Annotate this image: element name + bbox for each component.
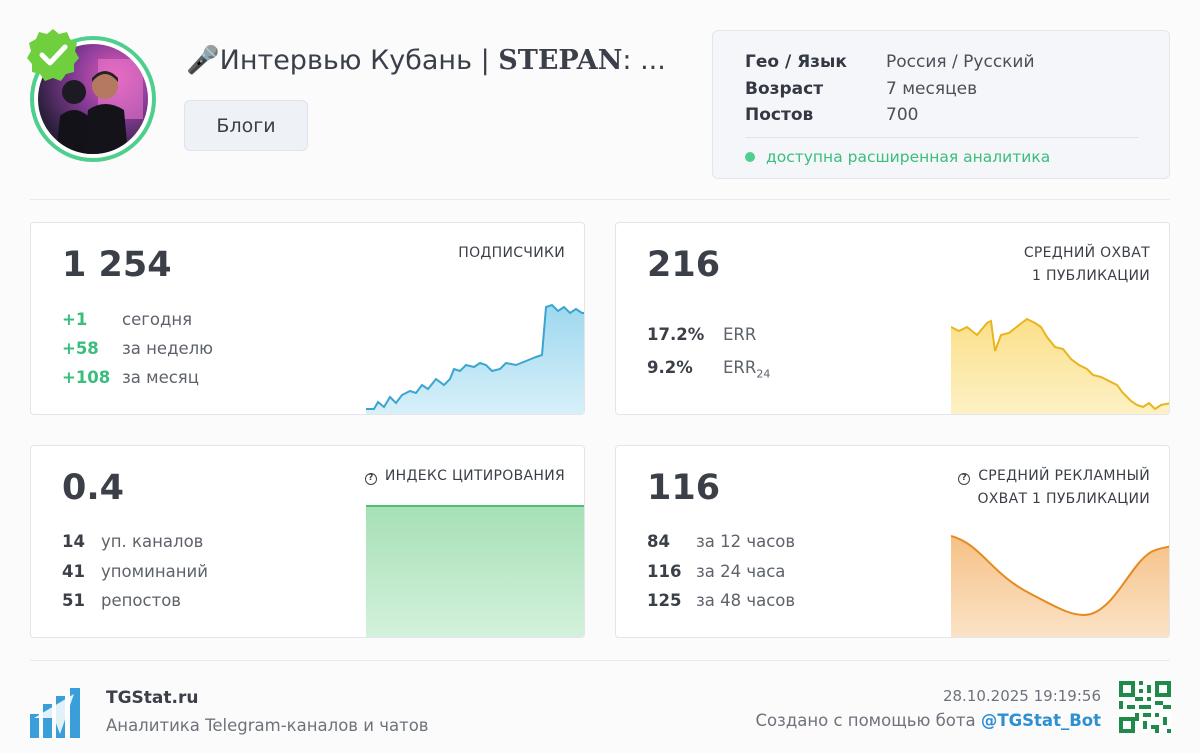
divider xyxy=(30,199,1170,200)
reach-label-line2: 1 ПУБЛИКАЦИИ xyxy=(1032,267,1150,284)
stat-text: за неделю xyxy=(122,339,214,358)
info-row-geo: Гео / Язык Россия / Русский xyxy=(745,49,1139,76)
stat-text: за месяц xyxy=(122,368,199,387)
ad-reach-value: 116 xyxy=(647,468,721,508)
stat-row: 14 уп. каналов xyxy=(62,532,203,551)
tgstat-logo-icon[interactable] xyxy=(30,688,82,738)
stat-text: репостов xyxy=(101,591,182,610)
status-dot-icon xyxy=(745,151,755,162)
citation-label-text: ИНДЕКС ЦИТИРОВАНИЯ xyxy=(384,468,565,484)
ad-reach-label-line2: ОХВАТ 1 ПУБЛИКАЦИИ xyxy=(977,490,1150,507)
reach-sparkline xyxy=(951,317,1169,414)
info-value: 700 xyxy=(886,105,919,125)
info-key: Возраст xyxy=(745,78,824,99)
stat-row: +108 за месяц xyxy=(62,368,199,387)
footer-timestamp: 28.10.2025 19:19:56 xyxy=(942,687,1101,705)
extended-analytics-label: доступна расширенная аналитика xyxy=(766,147,1051,166)
stat-text: за 48 часов xyxy=(696,591,796,610)
info-row-age: Возраст 7 месяцев xyxy=(745,76,1139,103)
category-button[interactable]: Блоги xyxy=(184,100,308,151)
stat-number: 116 xyxy=(647,562,682,581)
subscribers-sparkline xyxy=(366,303,584,414)
info-row-posts: Постов 700 xyxy=(745,102,1139,129)
stat-number: 125 xyxy=(647,591,682,610)
bot-link[interactable]: @TGStat_Bot xyxy=(980,711,1101,730)
footer-brand[interactable]: TGStat.ru xyxy=(106,688,199,708)
citation-sparkline xyxy=(366,505,584,637)
stat-number: +58 xyxy=(62,339,99,358)
citation-value: 0.4 xyxy=(62,468,125,508)
stat-row: 116 за 24 часа xyxy=(647,562,785,581)
info-key: Постов xyxy=(745,105,814,125)
footer-tagline: Аналитика Telegram-каналов и чатов xyxy=(106,716,429,735)
ad-reach-card[interactable]: 116 ? СРЕДНИЙ РЕКЛАМНЫЙ ОХВАТ 1 ПУБЛИКАЦИ… xyxy=(615,445,1170,638)
verified-badge-icon xyxy=(27,29,79,81)
stat-number: 51 xyxy=(62,591,85,610)
ad-reach-label-line1: СРЕДНИЙ РЕКЛАМНЫЙ xyxy=(978,468,1150,484)
qr-code-icon[interactable] xyxy=(1119,681,1171,733)
channel-info-box: Гео / Язык Россия / Русский Возраст 7 ме… xyxy=(712,30,1170,179)
stat-number: 84 xyxy=(647,532,670,551)
subscribers-label: ПОДПИСЧИКИ xyxy=(458,245,565,261)
stat-text: сегодня xyxy=(122,310,193,329)
citation-card[interactable]: 0.4 ? ИНДЕКС ЦИТИРОВАНИЯ 14 уп. каналов 41… xyxy=(30,445,585,638)
stat-text: за 12 часов xyxy=(696,532,796,551)
channel-title-suffix: : ... xyxy=(622,45,666,76)
help-circle-icon[interactable]: ? xyxy=(364,473,377,485)
divider xyxy=(30,660,1170,661)
info-value: Россия / Русский xyxy=(886,52,1035,72)
channel-title[interactable]: 🎤Интервью Кубань | STEPAN: ... xyxy=(186,44,666,76)
err-number: 17.2% xyxy=(647,325,705,344)
channel-title-bold: STEPAN xyxy=(498,45,623,76)
stat-row: 51 репостов xyxy=(62,591,181,610)
ad-reach-label: ? СРЕДНИЙ РЕКЛАМНЫЙ ОХВАТ 1 ПУБЛИКАЦИИ xyxy=(958,465,1150,510)
err24-text: ERR xyxy=(723,358,757,377)
stat-row: 125 за 48 часов xyxy=(647,591,795,610)
reach-card[interactable]: 216 СРЕДНИЙ ОХВАТ 1 ПУБЛИКАЦИИ 17.2% ERR … xyxy=(615,222,1170,415)
stat-row: 84 за 12 часов xyxy=(647,532,795,551)
extended-analytics-note[interactable]: доступна расширенная аналитика xyxy=(745,148,1139,166)
info-value: 7 месяцев xyxy=(886,78,978,99)
subscribers-card[interactable]: 1 254 ПОДПИСЧИКИ +1 сегодня +58 за неделю … xyxy=(30,222,585,415)
ad-reach-sparkline xyxy=(951,535,1169,637)
citation-label: ? ИНДЕКС ЦИТИРОВАНИЯ xyxy=(364,465,565,488)
stat-number: 41 xyxy=(62,562,85,581)
info-key: Гео / Язык xyxy=(745,52,847,72)
err24-row: 9.2% ERR24 xyxy=(647,358,770,380)
stat-text: уп. каналов xyxy=(101,532,204,551)
divider xyxy=(745,136,1139,138)
stat-row: 41 упоминаний xyxy=(62,562,208,581)
stat-text: за 24 часа xyxy=(696,562,786,581)
stat-number: +108 xyxy=(62,368,111,387)
stat-text: упоминаний xyxy=(101,562,208,581)
stat-number: 14 xyxy=(62,532,85,551)
err-row: 17.2% ERR xyxy=(647,325,756,344)
channel-title-prefix: 🎤Интервью Кубань | xyxy=(186,45,499,76)
err-text: ERR xyxy=(723,325,757,344)
reach-label: СРЕДНИЙ ОХВАТ 1 ПУБЛИКАЦИИ xyxy=(1024,242,1150,287)
stat-row: +58 за неделю xyxy=(62,339,213,358)
stat-row: +1 сегодня xyxy=(62,310,192,329)
made-by-text: Создано с помощью бота xyxy=(755,711,981,730)
reach-value: 216 xyxy=(647,245,721,285)
subscribers-value: 1 254 xyxy=(62,245,172,285)
err24-number: 9.2% xyxy=(647,358,693,377)
footer-made-by: Создано с помощью бота @TGStat_Bot xyxy=(755,711,1101,730)
stat-number: +1 xyxy=(62,310,88,329)
reach-label-line1: СРЕДНИЙ ОХВАТ xyxy=(1023,245,1150,261)
channel-avatar xyxy=(27,29,156,162)
help-circle-icon[interactable]: ? xyxy=(958,473,971,485)
err24-sub: 24 xyxy=(756,367,771,381)
